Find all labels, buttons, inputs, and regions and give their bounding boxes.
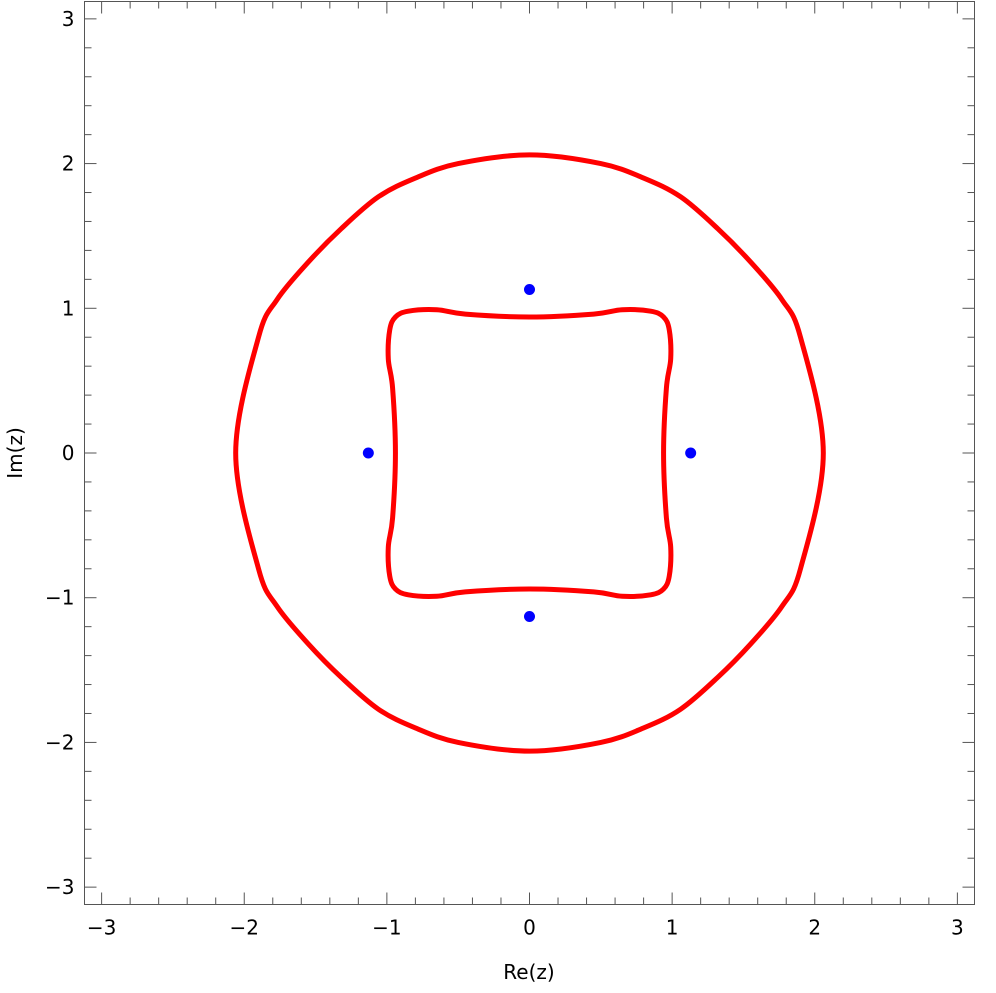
x-tick-label: −3: [87, 916, 116, 940]
y-tick-label: −2: [45, 730, 74, 754]
curves-layer: [233, 152, 826, 754]
y-axis-label: Im(z): [3, 427, 27, 478]
tick-labels: −3 −2 −1 0 1 2 3 −3 −2 −1 0 1 2 3: [45, 7, 964, 940]
points-layer: [362, 283, 697, 623]
y-tick-label: −3: [45, 875, 74, 899]
x-tick-label: −2: [230, 916, 259, 940]
x-tick-label: −1: [372, 916, 401, 940]
axis-ticks: [84, 1, 975, 905]
x-tick-label: 3: [951, 916, 964, 940]
x-tick-label: 1: [666, 916, 679, 940]
data-point: [524, 283, 535, 295]
data-point: [524, 611, 535, 623]
x-tick-label: 2: [808, 916, 821, 940]
x-axis-label: Re(z): [503, 960, 554, 984]
y-tick-label: −1: [45, 586, 74, 610]
inner-curve: [385, 307, 674, 599]
y-tick-label: 1: [62, 296, 75, 320]
plot-frame: [84, 1, 975, 905]
x-tick-label: 0: [523, 916, 536, 940]
data-point: [362, 447, 374, 459]
data-point: [685, 447, 697, 459]
outer-curve: [233, 152, 826, 754]
y-tick-label: 2: [62, 152, 75, 176]
y-tick-label: 3: [62, 7, 75, 31]
y-tick-label: 0: [62, 441, 75, 465]
